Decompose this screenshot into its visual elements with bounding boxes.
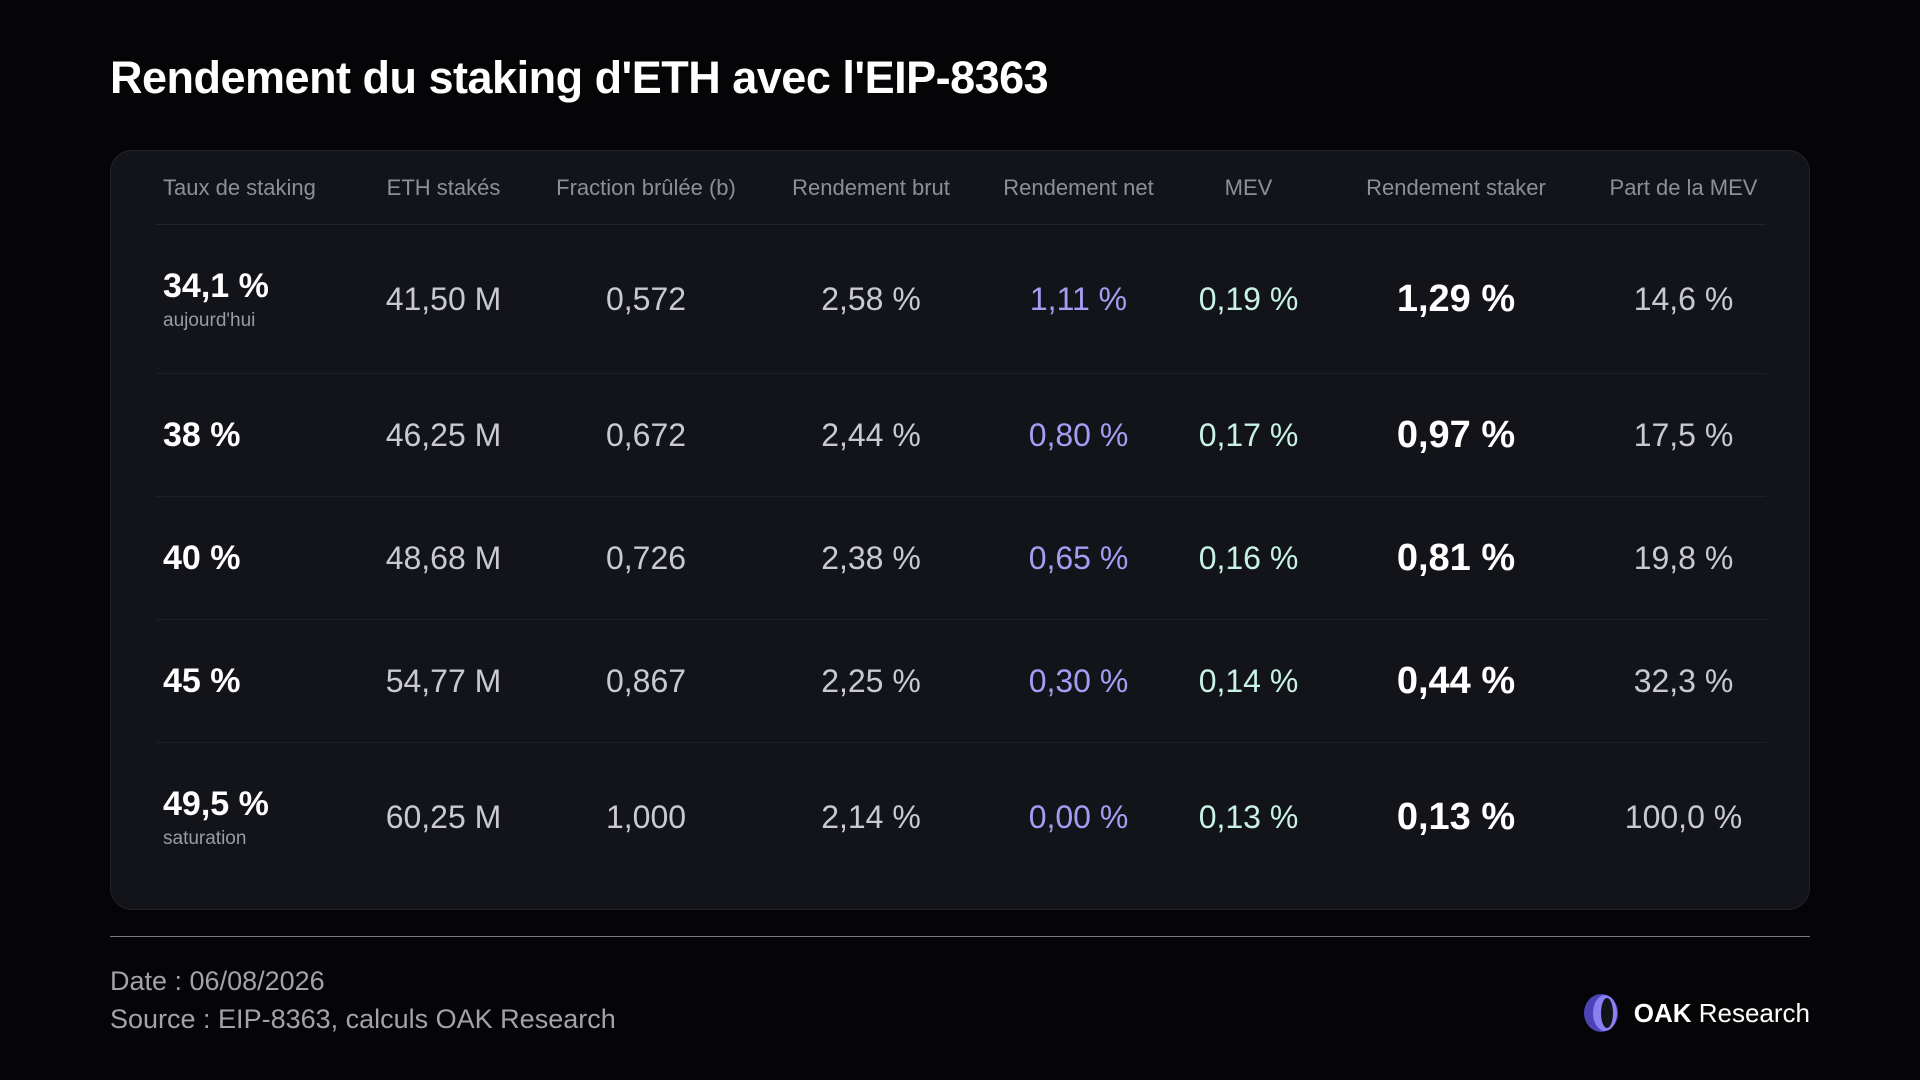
cell-fraction: 1,000 [605,798,687,835]
brand-name-rest: Research [1691,997,1810,1028]
cell-taux-note: saturation [163,827,247,849]
table-header: Taux de staking ETH stakés Fraction brûl… [156,151,1766,225]
cell-net: 0,80 % [1028,416,1129,453]
brand: OAK Research [1582,992,1810,1034]
brand-name-bold: OAK [1633,997,1692,1028]
header-mev: MEV [1224,174,1273,200]
cell-net: 1,11 % [1029,280,1128,317]
cell-fraction: 0,726 [605,539,687,576]
brand-name: OAK Research [1634,998,1810,1029]
cell-eth: 48,68 M [385,539,502,576]
header-eth: ETH stakés [386,174,501,200]
header-fraction: Fraction brûlée (b) [556,174,736,200]
cell-part-mev: 32,3 % [1633,662,1734,699]
table-row: 45 % 54,77 M 0,867 2,25 % 0,30 % 0,14 % … [156,620,1766,743]
cell-eth: 41,50 M [385,280,502,317]
header-staker: Rendement staker [1366,174,1546,200]
footer-source: Source : EIP-8363, calculs OAK Research [110,1004,616,1034]
cell-mev: 0,14 % [1198,662,1299,699]
cell-mev: 0,17 % [1198,416,1299,453]
cell-fraction: 0,867 [605,662,687,699]
cell-net: 0,00 % [1028,798,1129,835]
cell-taux: 49,5 % saturation [156,785,366,850]
staking-table: Taux de staking ETH stakés Fraction brûl… [156,151,1766,891]
cell-net: 0,30 % [1028,662,1129,699]
cell-taux: 45 % [156,662,366,701]
cell-brut: 2,25 % [821,662,921,699]
cell-taux-value: 49,5 % [163,784,269,823]
header-brut: Rendement brut [792,174,950,200]
cell-mev: 0,13 % [1198,798,1299,835]
cell-taux-note: aujourd'hui [163,309,256,331]
header-part-mev: Part de la MEV [1609,174,1758,200]
table-row: 34,1 % aujourd'hui 41,50 M 0,572 2,58 % … [156,225,1766,374]
table-row: 40 % 48,68 M 0,726 2,38 % 0,65 % 0,16 % … [156,497,1766,620]
cell-taux-value: 34,1 % [163,266,269,305]
cell-part-mev: 100,0 % [1624,798,1743,835]
cell-part-mev: 19,8 % [1633,539,1734,576]
oak-logo-icon [1583,994,1618,1032]
cell-taux: 34,1 % aujourd'hui [156,267,366,332]
cell-staker: 0,44 % [1396,659,1516,702]
cell-staker: 0,81 % [1396,536,1516,579]
cell-eth: 60,25 M [385,798,502,835]
cell-staker: 0,97 % [1396,413,1516,456]
table-row: 38 % 46,25 M 0,672 2,44 % 0,80 % 0,17 % … [156,374,1766,497]
cell-staker: 0,13 % [1396,795,1516,838]
cell-brut: 2,14 % [821,798,921,835]
staking-table-card: Taux de staking ETH stakés Fraction brûl… [110,150,1810,910]
header-taux: Taux de staking [163,174,316,200]
cell-fraction: 0,672 [605,416,687,453]
footer-date: Date : 06/08/2026 [110,966,325,996]
cell-mev: 0,19 % [1198,280,1299,317]
cell-mev: 0,16 % [1198,539,1299,576]
cell-part-mev: 17,5 % [1633,416,1734,453]
cell-part-mev: 14,6 % [1633,280,1734,317]
cell-staker: 1,29 % [1396,277,1516,320]
cell-net: 0,65 % [1028,539,1129,576]
cell-brut: 2,44 % [821,416,921,453]
footer-divider [110,936,1810,937]
cell-taux-value: 38 % [163,415,241,454]
cell-eth: 46,25 M [385,416,502,453]
header-net: Rendement net [1003,174,1154,200]
table-row: 49,5 % saturation 60,25 M 1,000 2,14 % 0… [156,743,1766,891]
cell-eth: 54,77 M [385,662,502,699]
cell-taux-value: 40 % [163,538,241,577]
cell-taux-value: 45 % [163,661,241,700]
cell-brut: 2,58 % [821,280,921,317]
cell-taux: 38 % [156,416,366,455]
cell-fraction: 0,572 [605,280,687,317]
page-title: Rendement du staking d'ETH avec l'EIP-83… [110,52,1049,103]
cell-brut: 2,38 % [821,539,921,576]
cell-taux: 40 % [156,539,366,578]
